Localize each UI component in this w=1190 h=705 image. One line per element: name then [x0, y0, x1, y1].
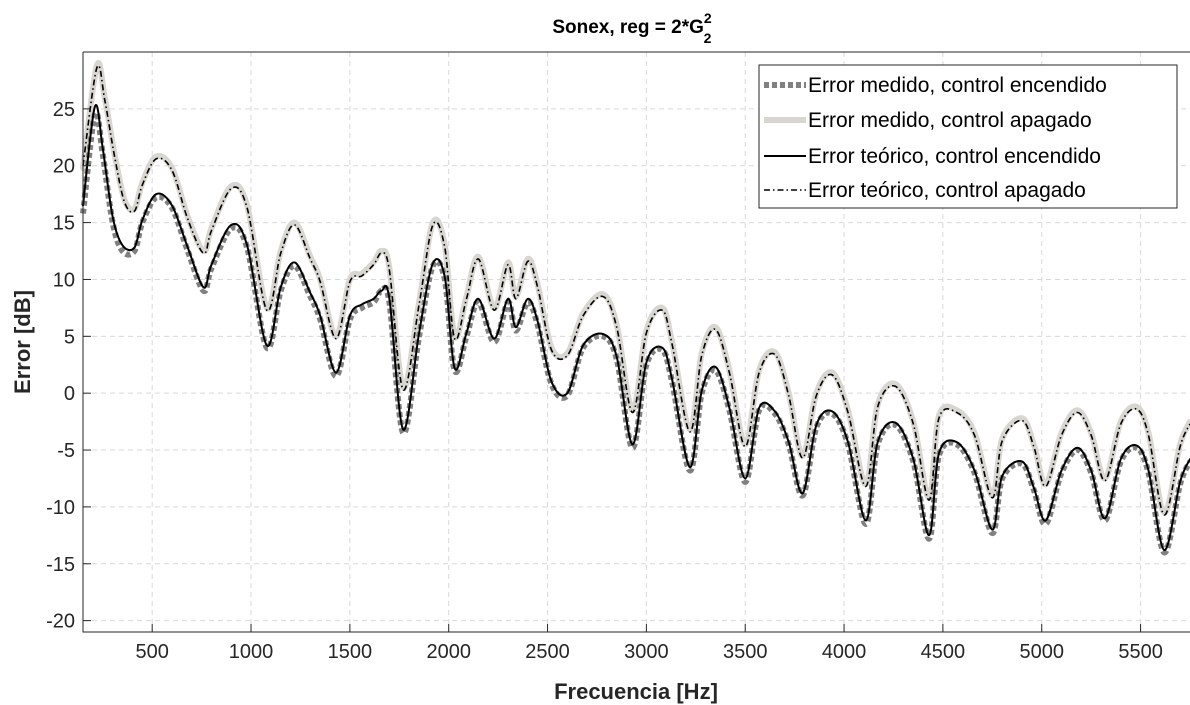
x-tick-label: 1500	[328, 641, 373, 663]
legend: Error medido, control encendido Error med…	[758, 64, 1178, 209]
x-tick-label: 3000	[624, 641, 669, 663]
chart-title-superscript: 2	[704, 10, 712, 26]
x-tick-label: 4000	[822, 641, 867, 663]
chart-title-text: Sonex, reg = 2*G	[552, 17, 704, 38]
chart-title-subscript: 2	[704, 30, 712, 46]
legend-label-3: Error teórico, control apagado	[808, 179, 1086, 202]
legend-label-1: Error medido, control apagado	[808, 109, 1092, 132]
y-tick-label: -5	[57, 440, 75, 462]
y-tick-label: -15	[46, 554, 75, 576]
series-group	[80, 60, 1190, 556]
x-tick-label: 5000	[1019, 641, 1064, 663]
y-tick-label: 5	[64, 326, 75, 348]
y-tick-label: 25	[53, 99, 75, 121]
y-tick-label: 10	[53, 269, 75, 291]
x-tick-label: 4500	[921, 641, 966, 663]
y-axis-label: Error [dB]	[10, 290, 35, 394]
x-tick-label: 3500	[723, 641, 768, 663]
y-tick-label: 15	[53, 213, 75, 235]
x-tick-label: 1000	[229, 641, 274, 663]
x-axis-ticks: 500 1000 1500 2000 2500 3000 3500 4000 4500 5000 5…	[136, 624, 1163, 663]
series-line-2	[82, 103, 1190, 552]
y-axis-ticks: 25 20 15 10 5 0 -5 -10 -15 -20	[46, 99, 91, 633]
legend-label-2: Error teórico, control encendido	[808, 145, 1101, 168]
svg-text:Sonex, reg = 2*G22: Sonex, reg = 2*G2 2	[552, 10, 712, 46]
plot-frame	[82, 51, 1190, 633]
x-tick-label: 2500	[525, 641, 570, 663]
legend-label-0: Error medido, control encendido	[808, 74, 1107, 97]
x-tick-label: 5500	[1118, 641, 1163, 663]
y-tick-label: 0	[64, 383, 75, 405]
x-tick-label: 2000	[426, 641, 471, 663]
x-axis-label: Frecuencia [Hz]	[554, 679, 718, 704]
y-tick-label: 20	[53, 156, 75, 178]
x-tick-label: 500	[136, 641, 169, 663]
chart-title: Sonex, reg = 2*G2 2	[552, 10, 712, 46]
y-tick-label: -10	[46, 497, 75, 519]
legend-box	[758, 64, 1178, 209]
y-tick-label: -20	[46, 611, 75, 633]
